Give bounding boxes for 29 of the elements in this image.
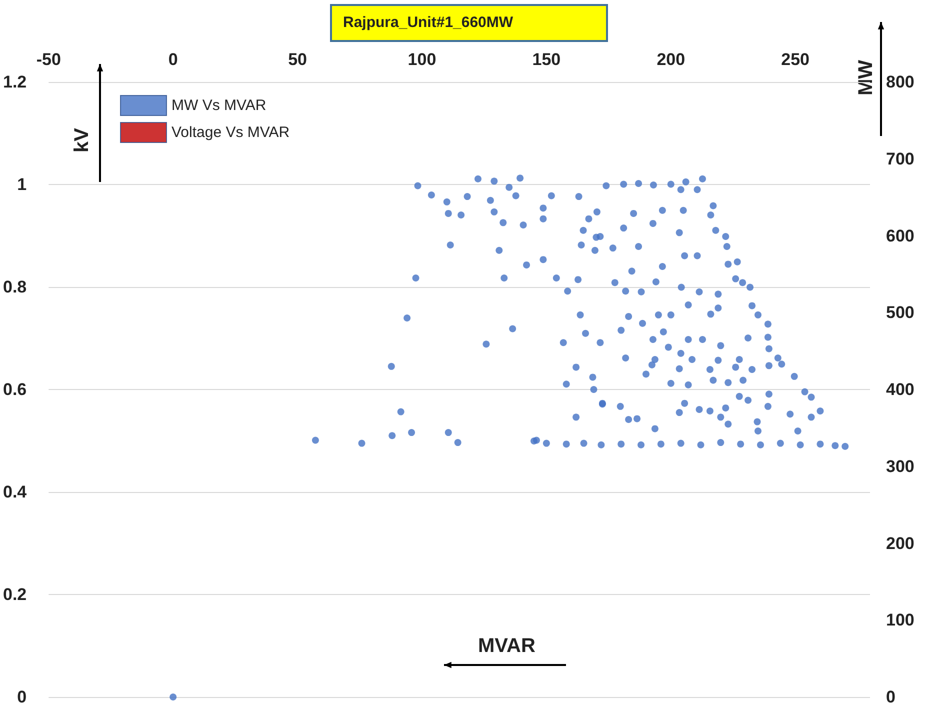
chart-title: Rajpura_Unit#1_660MW (343, 14, 514, 31)
x-tick-label: 150 (532, 50, 561, 69)
y2-tick-label: 400 (886, 380, 914, 399)
legend-label: Voltage Vs MVAR (172, 124, 290, 141)
y2-tick-label: 100 (886, 610, 914, 630)
y2-tick-label: 300 (886, 456, 914, 476)
x-tick-label: -50 (36, 50, 61, 69)
y-tick-label: 1.2 (2, 72, 27, 92)
x-tick-label: 250 (781, 50, 810, 69)
y2-tick-label: 500 (886, 303, 914, 322)
y2-tick-label: 0 (886, 688, 896, 706)
y-tick-label: 0 (17, 688, 27, 706)
y-tick-label: 0.4 (2, 482, 28, 502)
x-axis-title: MVAR (478, 635, 536, 657)
y-tick-label: 1 (17, 175, 27, 194)
y-tick-label: 0.2 (2, 585, 27, 604)
y2-tick-label: 200 (886, 534, 914, 553)
legend-label: MW Vs MVAR (172, 97, 266, 114)
y-axis-title: kV (71, 127, 93, 152)
y-tick-label: 0.8 (2, 278, 27, 296)
x-tick-label: 50 (288, 50, 307, 69)
x-tick-label: 200 (656, 50, 686, 69)
y-tick-label: 0.6 (2, 380, 27, 399)
y2-tick-label: 700 (886, 149, 914, 168)
y2-tick-label: 600 (886, 226, 914, 246)
y2-axis-title: MW (855, 60, 877, 96)
x-tick-label: 100 (408, 50, 436, 69)
y2-tick-label: 800 (886, 72, 914, 92)
x-tick-label: 0 (168, 50, 178, 69)
